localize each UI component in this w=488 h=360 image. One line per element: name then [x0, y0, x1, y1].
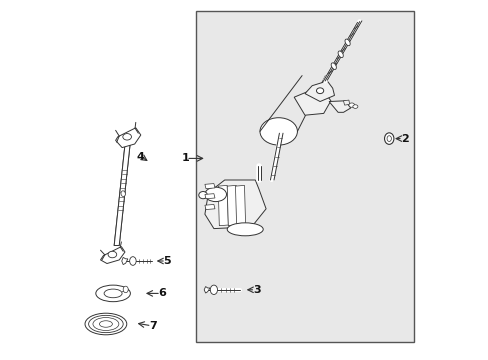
Text: 5: 5	[163, 256, 171, 266]
Polygon shape	[204, 287, 209, 293]
Ellipse shape	[345, 39, 349, 46]
Ellipse shape	[348, 103, 354, 107]
Ellipse shape	[99, 321, 112, 327]
Ellipse shape	[104, 289, 122, 298]
Polygon shape	[204, 204, 215, 210]
Polygon shape	[305, 81, 334, 102]
FancyBboxPatch shape	[196, 11, 413, 342]
Text: 2: 2	[400, 134, 408, 144]
Polygon shape	[328, 101, 350, 112]
Polygon shape	[204, 180, 265, 229]
Polygon shape	[343, 100, 349, 105]
Ellipse shape	[330, 63, 336, 69]
Polygon shape	[122, 257, 127, 265]
Polygon shape	[204, 194, 215, 199]
Ellipse shape	[129, 257, 136, 265]
Ellipse shape	[316, 88, 323, 94]
Ellipse shape	[210, 285, 217, 294]
Ellipse shape	[384, 133, 393, 144]
Ellipse shape	[96, 285, 130, 302]
Ellipse shape	[93, 318, 119, 330]
Ellipse shape	[199, 192, 207, 199]
Ellipse shape	[121, 191, 125, 197]
Ellipse shape	[123, 286, 128, 293]
Polygon shape	[101, 247, 125, 264]
Polygon shape	[204, 184, 215, 189]
Text: 1: 1	[181, 153, 188, 163]
Text: 4: 4	[136, 152, 144, 162]
Ellipse shape	[260, 118, 297, 145]
Text: 3: 3	[253, 285, 261, 295]
Polygon shape	[235, 185, 245, 226]
Text: 7: 7	[148, 321, 156, 331]
Ellipse shape	[204, 187, 226, 202]
Ellipse shape	[227, 223, 263, 236]
Ellipse shape	[337, 51, 343, 58]
Ellipse shape	[88, 315, 123, 333]
Ellipse shape	[122, 134, 131, 140]
Polygon shape	[227, 185, 237, 226]
Ellipse shape	[108, 251, 117, 258]
Text: 6: 6	[158, 288, 165, 298]
Polygon shape	[114, 145, 130, 246]
Ellipse shape	[85, 313, 126, 335]
Ellipse shape	[386, 136, 390, 141]
Ellipse shape	[352, 105, 357, 108]
Polygon shape	[115, 128, 141, 148]
Polygon shape	[294, 86, 330, 115]
Polygon shape	[218, 185, 228, 226]
